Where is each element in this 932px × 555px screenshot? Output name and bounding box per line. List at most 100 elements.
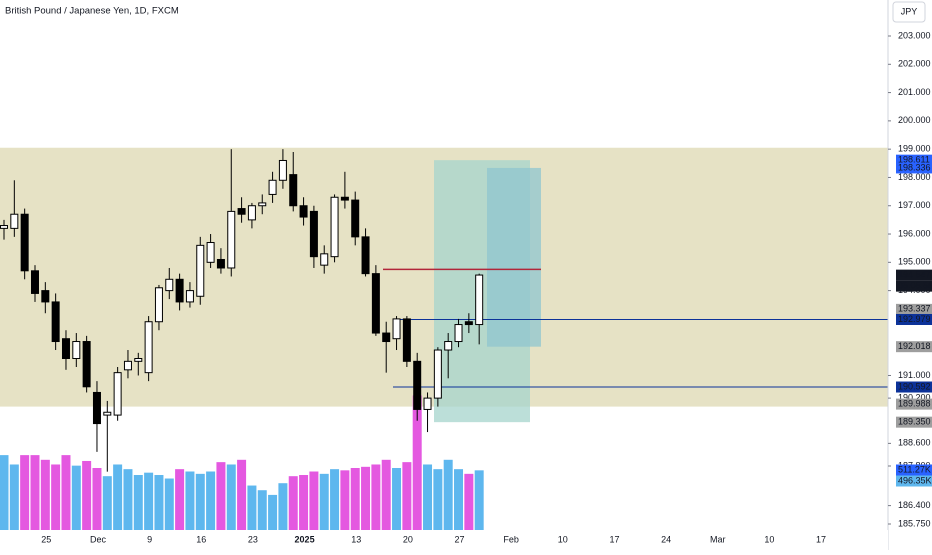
marks-layer	[0, 149, 888, 472]
volume-bar	[330, 469, 340, 530]
x-tick-label: 13	[351, 534, 361, 544]
y-tick-label: 185.750	[898, 518, 931, 528]
candle-body	[30, 270, 39, 294]
candle-body	[382, 332, 391, 343]
volume-layer	[0, 395, 484, 530]
y-tick-label: 203.000	[898, 30, 931, 40]
candle-body	[454, 324, 463, 343]
volume-bar	[433, 469, 443, 530]
volume-bar	[309, 471, 319, 530]
x-tick-label: Dec	[90, 534, 107, 544]
candle-body	[123, 360, 132, 371]
x-tick-label: 27	[455, 534, 465, 544]
volume-bar	[206, 471, 216, 530]
candle-body	[351, 199, 360, 238]
y-tick-label: 188.600	[898, 438, 931, 448]
currency[interactable]: JPY	[901, 6, 918, 16]
candle-body	[185, 290, 194, 303]
x-tick-label: 10	[764, 534, 774, 544]
x-tick-label: 17	[609, 534, 619, 544]
candle-body	[444, 341, 453, 351]
volume-bar	[20, 455, 30, 530]
volume-bar	[82, 460, 92, 530]
candle-body	[330, 196, 339, 258]
candle-body	[289, 174, 298, 207]
volume-bar	[340, 470, 350, 530]
price-label: 198.336	[898, 162, 931, 172]
candle-body	[113, 372, 122, 416]
volume-bar	[288, 476, 298, 530]
price-label-box	[896, 303, 932, 315]
volume-bar	[423, 464, 433, 530]
price-label-box	[896, 398, 932, 410]
candle-body	[340, 196, 349, 201]
candle-body	[258, 202, 267, 207]
volume-bar	[319, 473, 329, 530]
candle-body	[423, 397, 432, 410]
price-label-box	[896, 313, 932, 325]
price-label-box	[896, 341, 932, 353]
candle-body	[247, 205, 256, 221]
candle-body	[175, 278, 184, 303]
candle-body	[216, 258, 225, 269]
volume-bar	[350, 467, 360, 530]
x-tick-label: 9	[147, 534, 152, 544]
x-tick-label: 20	[403, 534, 413, 544]
volume-label: 496.35K	[898, 475, 932, 485]
y-tick-label: 186.400	[898, 500, 931, 510]
candle-body	[227, 210, 236, 269]
currency-box[interactable]	[892, 1, 926, 23]
candle-body	[361, 236, 370, 275]
price-label: 189.350	[898, 417, 931, 427]
volume-bar	[392, 467, 402, 530]
y-tick-label: 199.000	[898, 144, 931, 154]
y-tick-label: 190.200	[898, 392, 931, 402]
candle-body	[392, 318, 401, 340]
volume-bar	[226, 464, 236, 530]
chart-title: British Pound / Japanese Yen, 1D, FXCM	[5, 6, 179, 17]
y-tick-label: 201.000	[898, 87, 931, 97]
y-tick-label: 197.000	[898, 200, 931, 210]
volume-bar	[237, 459, 247, 530]
volume-bar	[474, 470, 484, 530]
x-tick-label: Mar	[710, 534, 726, 544]
price-label: 192.979	[898, 314, 931, 324]
volume-bar	[412, 395, 422, 530]
candle-body	[475, 274, 484, 326]
candle-body	[0, 225, 8, 229]
x-tick-label: 16	[196, 534, 206, 544]
candle-body	[268, 179, 277, 195]
candle-body	[72, 341, 81, 360]
volume-bar	[154, 475, 164, 530]
volume-bar	[268, 494, 278, 530]
countdown-box	[896, 280, 932, 292]
candle-body	[402, 318, 411, 362]
candle-body	[206, 242, 215, 263]
candle-body	[20, 213, 29, 272]
candle-body	[413, 360, 422, 410]
x-tick-label: 10	[558, 534, 568, 544]
candle-body	[196, 244, 205, 297]
volume-bar	[144, 472, 154, 530]
price-label: 193.337	[898, 304, 931, 314]
volume-bar	[71, 465, 81, 530]
price-label-box	[896, 162, 932, 174]
volume-bar	[30, 455, 40, 530]
price-label: 189.988	[898, 398, 931, 408]
volume-bar	[299, 475, 309, 530]
candle-body	[371, 273, 380, 334]
x-tick-label: Feb	[503, 534, 519, 544]
price-label-box	[896, 381, 932, 393]
volume-bar	[9, 464, 19, 530]
candle-body	[134, 358, 143, 362]
y-tick-label: 198.000	[898, 172, 931, 182]
volume-bar	[195, 473, 205, 530]
volume-bar	[102, 476, 112, 530]
volume-bar	[185, 471, 195, 530]
price-label-box	[896, 416, 932, 428]
volume-bar	[402, 462, 412, 530]
x-tick-label: 24	[661, 534, 671, 544]
